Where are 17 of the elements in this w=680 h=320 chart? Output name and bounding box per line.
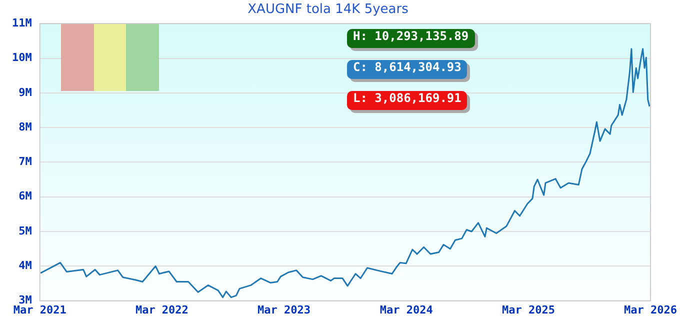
y-tick-label: 5M <box>18 224 32 238</box>
x-tick-label: Mar 2023 <box>258 303 310 316</box>
x-tick-label: Mar 2022 <box>135 303 188 316</box>
y-tick-label: 11M <box>12 16 32 30</box>
annotation: C: 8,614,304.93 <box>347 60 468 79</box>
y-tick-label: 10M <box>12 51 32 64</box>
x-tick-label: Mar 2024 <box>380 303 434 316</box>
x-tick-label: Mar 2025 <box>502 303 555 316</box>
x-tick-label: Mar 2026 <box>624 303 678 316</box>
y-tick-label: 7M <box>18 155 32 168</box>
annotation: H: 10,293,135.89 <box>347 29 475 48</box>
y-tick-label: 9M <box>18 86 32 99</box>
chart-title: XAUGNF tola 14K 5years <box>248 2 409 18</box>
y-tick-label: 4M <box>18 259 32 272</box>
y-tick-label: 6M <box>18 190 32 203</box>
y-tick-label: 8M <box>18 120 32 134</box>
annotation: L: 3,086,169.91 <box>347 91 468 110</box>
